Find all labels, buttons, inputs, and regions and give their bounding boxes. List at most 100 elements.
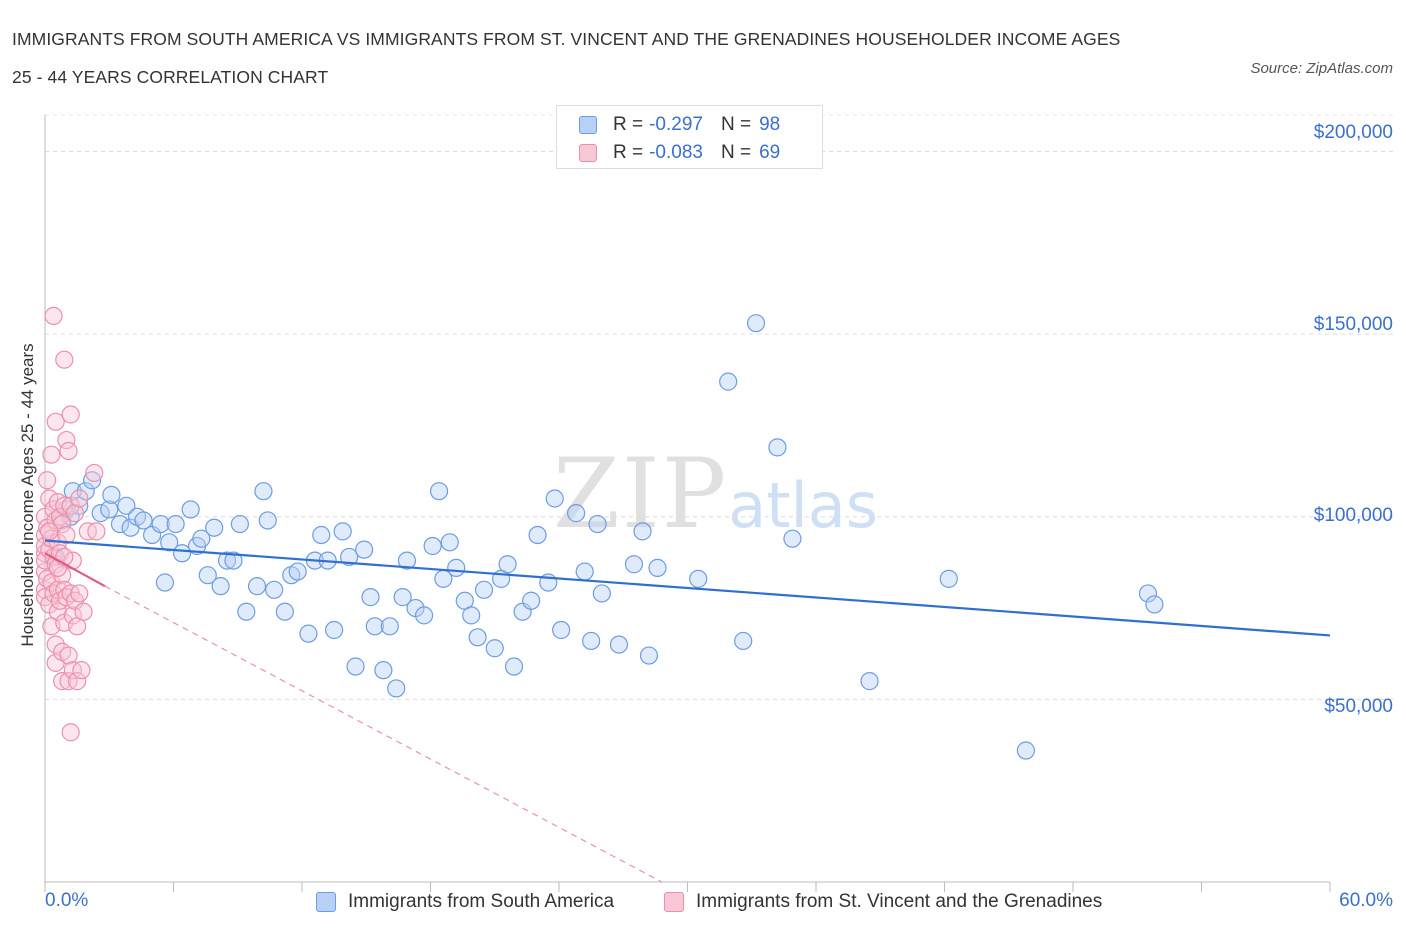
point-south-america [230,514,249,534]
point-south-america [365,617,384,636]
legend-r-label: R = [613,142,644,163]
point-st-vincent [40,522,59,541]
point-south-america [387,679,406,698]
y-axis-label: Householder Income Ages 25 - 44 years [18,343,37,647]
series-legend-label-south-america: Immigrants from South America [348,891,615,912]
point-south-america [265,580,284,599]
point-south-america [217,551,237,570]
legend-row-south-america: R = -0.297 N = 98 [579,113,780,137]
point-south-america [1016,741,1035,760]
trendline-st-vincent [44,552,106,588]
y-tick-label-200000: $200,000 [1313,122,1393,143]
point-south-america [333,522,352,541]
legend-swatch-pink [579,144,597,162]
point-st-vincent [61,405,80,424]
point-south-america [768,438,787,457]
legend-n-value-st-vincent: 69 [759,142,781,163]
point-south-america [414,606,434,625]
point-south-america [102,485,121,504]
point-south-america [166,514,185,534]
x-tick-label-min: 0.0% [45,890,89,911]
point-south-america [288,562,307,581]
y-tick-label-100000: $100,000 [1313,505,1393,526]
point-south-america [134,511,153,530]
watermark: ZIPatlas [553,438,878,550]
point-south-america [783,529,802,548]
watermark-atlas: atlas [728,469,879,542]
legend-swatch-blue [579,116,597,134]
point-south-america [355,540,374,559]
chart-title-line-1: IMMIGRANTS FROM SOUTH AMERICA VS IMMIGRA… [12,29,1121,49]
point-south-america [100,500,119,519]
point-st-vincent [46,412,65,431]
point-south-america [633,522,652,541]
legend-n-value-south-america: 98 [759,114,781,135]
point-south-america [258,511,277,530]
point-st-vincent [70,584,89,603]
point-st-vincent [65,504,85,523]
chart-title-line-2: 25 - 44 YEARS CORRELATION CHART [12,67,329,87]
point-south-america [582,631,601,651]
point-south-america [397,551,417,570]
point-south-america [639,646,659,665]
point-south-america [689,569,708,588]
point-st-vincent [57,430,76,450]
point-south-america [860,672,879,691]
trendline-south-america [44,539,1331,637]
legend-n-label: N = [720,114,752,135]
source-label: Source: ZipAtlas.com [1250,60,1393,77]
point-south-america [447,558,466,577]
point-south-america [374,661,393,680]
point-south-america [462,606,481,625]
point-south-america [76,482,95,501]
point-st-vincent [46,635,65,654]
point-south-america [648,558,667,577]
point-south-america [440,533,459,552]
point-south-america [254,482,273,501]
point-st-vincent [57,525,76,545]
point-st-vincent [87,522,106,541]
series-legend-label-st-vincent: Immigrants from St. Vincent and the Gren… [696,891,1103,912]
point-south-america [192,529,211,548]
point-south-america [155,573,175,592]
y-tick-label-150000: $150,000 [1313,314,1393,335]
point-st-vincent [61,723,80,742]
legend-n-label: N = [720,142,752,163]
series-legend-south-america: Immigrants from South America [316,889,614,915]
point-south-america [498,555,517,574]
point-south-america [939,569,958,588]
point-south-america [181,500,200,519]
point-st-vincent [50,507,70,526]
series-legend-st-vincent: Immigrants from St. Vincent and the Gren… [664,889,1102,915]
point-south-america [592,584,611,603]
series-swatch-blue [316,892,336,912]
point-south-america [522,591,541,610]
point-south-america [429,482,449,501]
point-st-vincent [48,602,67,621]
legend-r-label: R = [613,114,644,135]
point-st-vincent [44,306,63,325]
point-south-america [552,620,571,640]
point-south-america [247,577,267,596]
point-st-vincent [63,606,82,625]
point-st-vincent [38,471,57,490]
point-south-america [588,514,607,534]
point-south-america [528,525,547,545]
point-south-america [83,471,102,490]
point-south-america [160,533,179,552]
point-south-america [468,628,487,647]
point-south-america [110,514,130,534]
point-south-america [609,635,629,654]
point-south-america [624,555,644,574]
point-south-america [504,657,524,676]
correlation-legend: R = -0.297 N = 98 R = -0.083 N = 69 [556,105,823,169]
point-south-america [151,514,170,534]
legend-r-value-st-vincent: -0.083 [649,142,703,163]
point-south-america [211,577,230,596]
x-tick-label-max: 60.0% [1339,890,1393,911]
point-south-america [312,525,331,545]
point-st-vincent [59,646,78,665]
point-south-america [299,624,318,643]
point-south-america [423,536,442,556]
point-south-america [734,631,753,651]
